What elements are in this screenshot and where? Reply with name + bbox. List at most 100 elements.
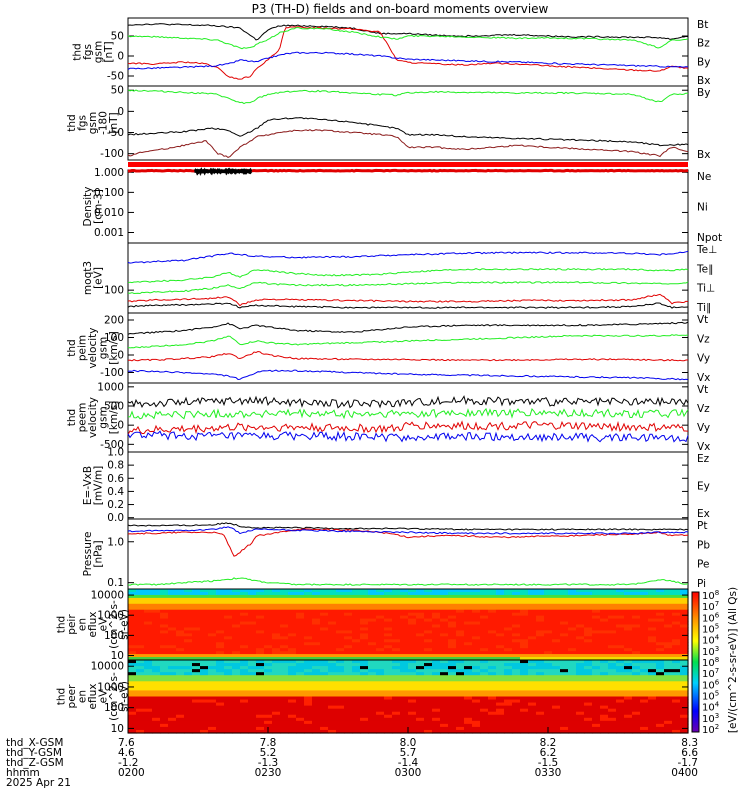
heatmap-cell [416, 642, 425, 646]
heatmap-cell [560, 630, 569, 634]
heatmap-cell [680, 660, 689, 664]
heatmap-cell [248, 651, 257, 655]
heatmap-cell [584, 702, 593, 707]
y-axis-label: peer [66, 684, 78, 709]
heatmap-cell [472, 678, 481, 682]
heatmap-cell [280, 660, 289, 664]
heatmap-cell [520, 597, 529, 602]
heatmap-cell [624, 714, 633, 719]
heatmap-cell [560, 594, 569, 599]
heatmap-cell [160, 729, 169, 734]
heatmap-cell [128, 600, 137, 605]
heatmap-cell [648, 717, 657, 722]
heatmap-cell [208, 717, 217, 722]
heatmap-cell [600, 621, 609, 626]
heatmap-cell [656, 672, 665, 676]
heatmap-cell [248, 687, 257, 692]
heatmap-cell [256, 636, 265, 640]
heatmap-cell [272, 729, 281, 734]
heatmap-cell [520, 589, 529, 593]
heatmap-cell [512, 681, 521, 685]
heatmap-cell [232, 645, 241, 649]
heatmap-cell [472, 702, 481, 707]
series-bz-line [127, 26, 689, 80]
heatmap-cell [480, 663, 489, 667]
heatmap-cell [184, 606, 193, 611]
heatmap-cell [288, 630, 297, 634]
heatmap-cell [176, 675, 185, 679]
heatmap-cell [192, 594, 201, 599]
heatmap-cell [672, 615, 681, 620]
heatmap-cell [360, 675, 369, 679]
heatmap-cell [344, 729, 353, 734]
heatmap-cell [488, 696, 497, 701]
heatmap-cell [504, 702, 513, 707]
heatmap-cell [160, 696, 169, 701]
heatmap-cell [584, 591, 593, 596]
heatmap-cell [288, 681, 297, 685]
heatmap-cell [480, 720, 489, 725]
heatmap-cell [240, 589, 249, 593]
heatmap-cell [296, 627, 305, 632]
heatmap-cell [456, 657, 465, 661]
heatmap-cell [136, 678, 145, 682]
heatmap-cell [328, 702, 337, 707]
heatmap-cell [416, 603, 425, 608]
heatmap-cell [552, 684, 561, 688]
heatmap-cell [128, 687, 137, 692]
heatmap-cell [136, 612, 145, 617]
heatmap-cell [472, 708, 481, 713]
heatmap-cell [576, 612, 585, 617]
heatmap-cell [648, 720, 657, 725]
heatmap-cell [320, 678, 329, 682]
heatmap-cell [472, 603, 481, 608]
heatmap-cell [208, 705, 217, 710]
heatmap-cell [352, 606, 361, 611]
heatmap-cell [248, 609, 257, 614]
heatmap-cell [328, 696, 337, 701]
heatmap-cell [512, 663, 521, 667]
heatmap-cell [560, 612, 569, 617]
heatmap-cell [608, 618, 617, 623]
heatmap-cell [440, 594, 449, 599]
heatmap-cell [160, 693, 169, 698]
series-vy-line [127, 334, 689, 349]
heatmap-cell [200, 589, 209, 593]
heatmap-cell [432, 720, 441, 725]
heatmap-cell [352, 597, 361, 602]
heatmap-cell [192, 687, 201, 692]
heatmap-cell [552, 633, 561, 637]
heatmap-cell [616, 723, 625, 728]
heatmap-cell [544, 603, 553, 608]
x-tick-label: 7.6 [118, 737, 135, 749]
heatmap-cell [272, 714, 281, 719]
heatmap-cell [480, 684, 489, 688]
heatmap-cell [528, 642, 537, 646]
heatmap-cell [568, 609, 577, 614]
heatmap-cell [424, 702, 433, 707]
heatmap-cell [152, 699, 161, 704]
heatmap-cell [640, 693, 649, 698]
y-tick-label: 0.100 [94, 187, 124, 199]
heatmap-cell [632, 606, 641, 611]
heatmap-cell [288, 726, 297, 731]
heatmap-cell [248, 633, 257, 637]
heatmap-cell [400, 633, 409, 637]
heatmap-cell [440, 696, 449, 701]
x-row-label: thd_X-GSM [6, 737, 63, 749]
heatmap-cell [624, 636, 633, 640]
heatmap-cell [600, 654, 609, 658]
heatmap-cell [280, 714, 289, 719]
heatmap-cell [600, 693, 609, 698]
heatmap-cell [680, 669, 689, 673]
heatmap-cell [608, 663, 617, 667]
heatmap-cell [328, 600, 337, 605]
heatmap-cell [640, 618, 649, 623]
heatmap-cell [128, 645, 137, 649]
heatmap-cell [328, 708, 337, 713]
heatmap-cell [360, 639, 369, 643]
heatmap-cell [296, 639, 305, 643]
heatmap-cell [424, 723, 433, 728]
heatmap-cell [352, 702, 361, 707]
heatmap-cell [280, 705, 289, 710]
